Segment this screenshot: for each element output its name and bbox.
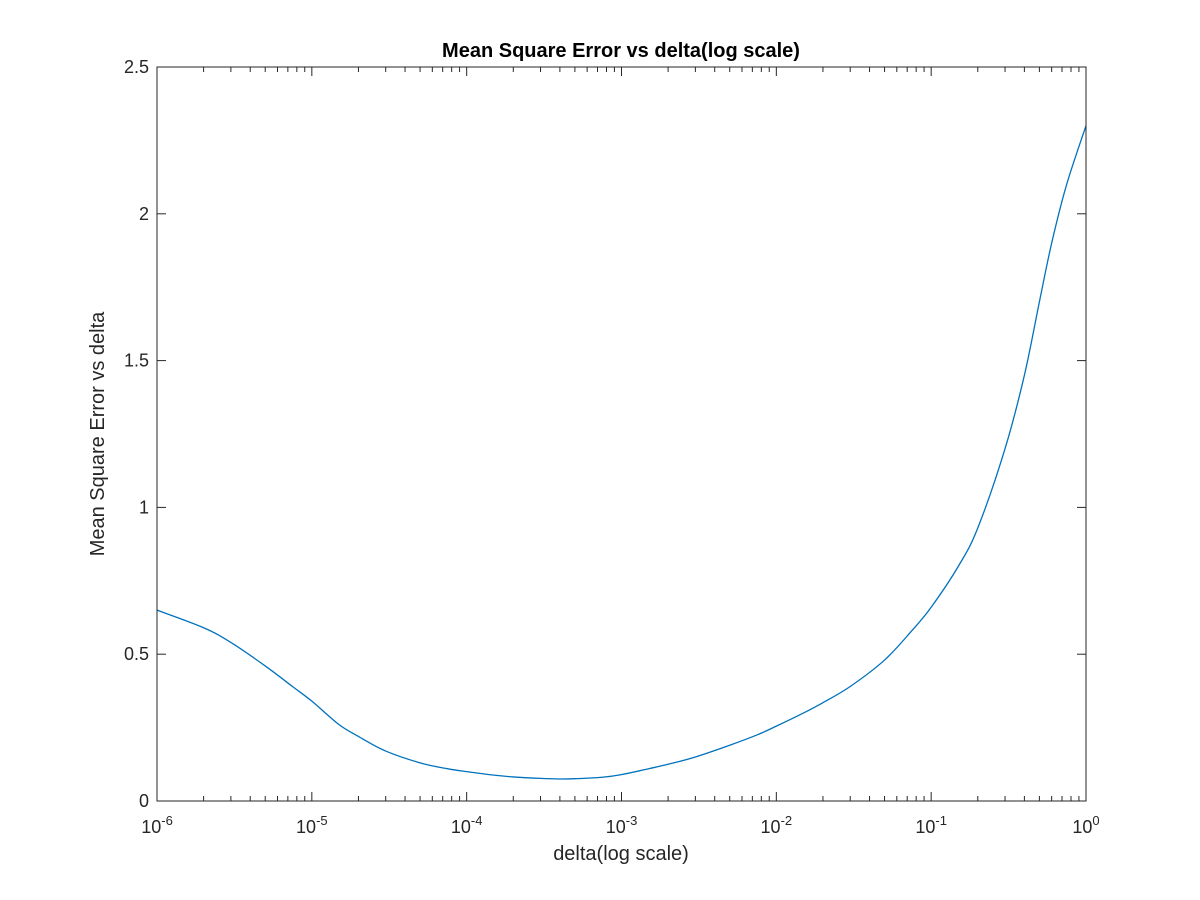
y-tick-labels: 0 0.5 1 1.5 2 2.5 — [124, 57, 149, 811]
x-tick-base: 10 — [1072, 817, 1092, 837]
x-tick-base: 10 — [451, 817, 471, 837]
x-tick-exponent: -4 — [471, 813, 483, 828]
x-tick-exponent: -5 — [316, 813, 328, 828]
x-tick-base: 10 — [915, 817, 935, 837]
x-tick-exponent: -6 — [161, 813, 173, 828]
x-tick-exponent: -1 — [935, 813, 947, 828]
plot-frame — [156, 66, 1087, 802]
y-tick-label: 2.5 — [124, 57, 149, 77]
axis-ticks — [156, 66, 1087, 802]
x-tick-label: 10-5 — [296, 813, 328, 837]
x-tick-exponent: -3 — [626, 813, 638, 828]
plot-series — [156, 125, 1087, 780]
y-axis-label: Mean Square Error vs delta — [87, 311, 109, 556]
x-tick-label: 10-2 — [761, 813, 793, 837]
chart-title: Mean Square Error vs delta(log scale) — [442, 40, 800, 62]
x-tick-exponent: -2 — [781, 813, 793, 828]
x-axis-label: delta(log scale) — [553, 843, 689, 865]
x-tick-base: 10 — [296, 817, 316, 837]
x-tick-label: 100 — [1072, 813, 1099, 837]
x-tick-labels: 10-6 10-5 10-4 10-3 10-2 10-1 100 — [141, 813, 1099, 837]
y-tick-label: 2 — [139, 204, 149, 224]
x-tick-exponent: 0 — [1092, 813, 1099, 828]
x-tick-label: 10-4 — [451, 813, 483, 837]
y-tick-label: 0.5 — [124, 644, 149, 664]
x-tick-label: 10-3 — [606, 813, 638, 837]
y-tick-label: 0 — [139, 791, 149, 811]
x-tick-label: 10-1 — [915, 813, 947, 837]
x-tick-base: 10 — [141, 817, 161, 837]
y-tick-label: 1 — [139, 497, 149, 517]
y-tick-label: 1.5 — [124, 351, 149, 371]
x-tick-label: 10-6 — [141, 813, 173, 837]
series-line — [156, 125, 1087, 780]
x-tick-base: 10 — [761, 817, 781, 837]
x-tick-base: 10 — [606, 817, 626, 837]
